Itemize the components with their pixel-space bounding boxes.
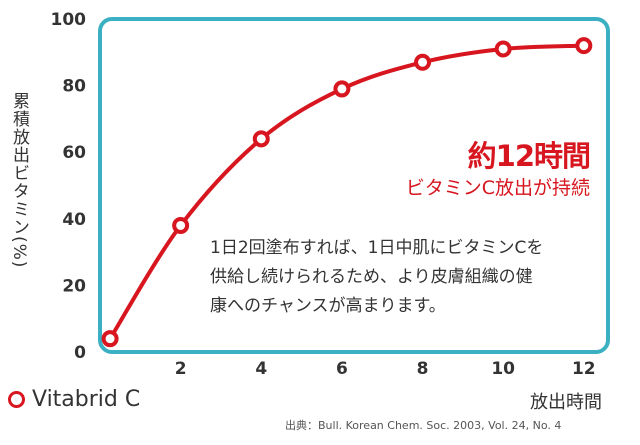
annotation-title: 約12時間	[467, 139, 591, 173]
data-point	[333, 80, 351, 98]
y-tick-label: 100	[51, 10, 87, 30]
source-citation: 出典：Bull. Korean Chem. Soc. 2003, Vol. 24…	[285, 419, 562, 432]
x-tick-label: 4	[255, 359, 267, 379]
data-point	[252, 130, 270, 148]
y-tick-label: 0	[74, 343, 86, 363]
y-tick-label: 80	[62, 77, 86, 97]
y-axis-title: 累積放出ビタミン(%)	[9, 92, 29, 269]
legend-marker-icon	[8, 391, 25, 408]
data-point	[575, 37, 593, 55]
data-point	[494, 40, 512, 58]
x-tick-label: 6	[336, 359, 348, 379]
x-tick-label: 8	[417, 359, 429, 379]
data-point	[101, 330, 119, 348]
data-point	[414, 53, 432, 71]
y-tick-label: 60	[62, 143, 86, 163]
y-tick-label: 20	[62, 276, 86, 296]
x-axis-title: 放出時間	[530, 392, 602, 413]
annotation-line-2: 供給し続けられるため、より皮膚組織の健	[210, 267, 533, 287]
legend: Vitabrid C	[8, 387, 140, 412]
x-tick-label: 12	[572, 359, 596, 379]
y-tick-label: 40	[62, 210, 86, 230]
annotation-body: 1日2回塗布すれば、1日中肌にビタミンCを 供給し続けられるため、より皮膚組織の…	[210, 234, 595, 321]
annotation-subtitle: ビタミンC放出が持続	[405, 177, 590, 199]
annotation-line-3: 康へのチャンスが高まります。	[210, 296, 446, 316]
data-point	[172, 216, 190, 234]
x-tick-label: 10	[491, 359, 515, 379]
plot-frame	[98, 17, 610, 354]
legend-label: Vitabrid C	[32, 387, 141, 412]
x-tick-label: 2	[175, 359, 187, 379]
annotation-line-1: 1日2回塗布すれば、1日中肌にビタミンCを	[210, 238, 544, 258]
